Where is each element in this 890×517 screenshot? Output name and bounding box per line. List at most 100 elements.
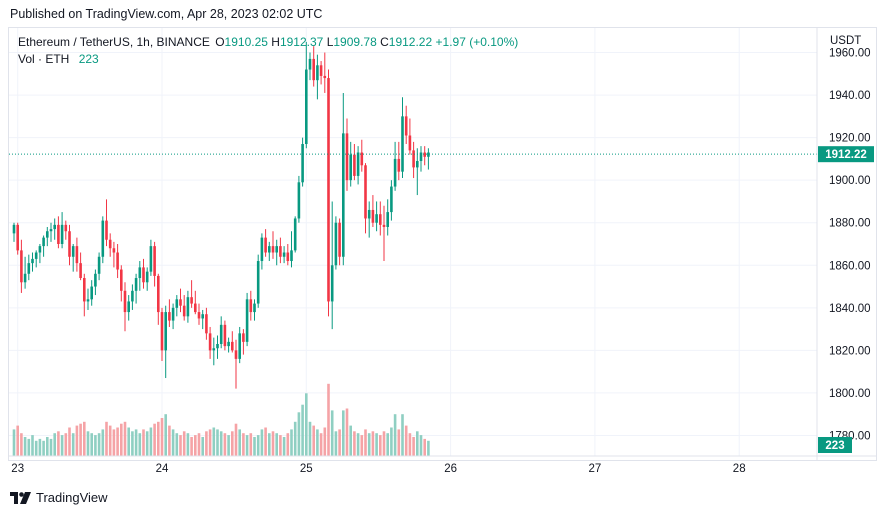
candle-body <box>271 246 275 253</box>
open-label: O <box>215 35 225 49</box>
candle-body <box>286 252 290 262</box>
candle-body <box>134 278 138 291</box>
candle-body <box>182 305 186 317</box>
candle-body <box>264 237 267 253</box>
candle-body <box>46 231 49 238</box>
candle-body <box>334 222 338 266</box>
volume-bar <box>356 433 360 456</box>
candle-body <box>323 75 327 79</box>
candles <box>12 41 430 389</box>
change-value: +1.97 (+0.10%) <box>435 35 519 49</box>
last-price-badge <box>818 146 874 163</box>
candle-body <box>23 273 27 283</box>
candle-body <box>205 314 208 334</box>
volume-bar <box>27 438 31 456</box>
volume-bar <box>168 425 171 456</box>
volume-bar <box>297 412 301 456</box>
volume-bar <box>364 429 367 456</box>
candle-body <box>404 116 408 136</box>
price-tick-label: 1920.00 <box>829 133 871 145</box>
tradingview-logo[interactable]: TradingView <box>10 490 108 505</box>
volume-bar <box>157 421 160 456</box>
candle-body <box>308 58 312 70</box>
candle-body <box>249 299 253 313</box>
candle-body <box>301 144 304 183</box>
volume-bar <box>397 429 401 456</box>
price-tick-label: 1800.00 <box>829 388 871 400</box>
volume-bar <box>238 429 241 456</box>
candle-body <box>253 303 256 313</box>
volume-bar <box>323 427 327 456</box>
volume-bar <box>31 435 34 456</box>
candle-body <box>60 224 64 244</box>
volume-bar <box>38 438 42 456</box>
volume-bar <box>34 440 38 456</box>
candle-body <box>219 324 223 344</box>
volume-bar <box>316 429 319 456</box>
time-tick-label: 26 <box>444 463 457 475</box>
volume-bar <box>286 433 290 456</box>
volume-bar <box>20 433 23 456</box>
candle-body <box>194 303 197 313</box>
volume-bar <box>231 431 234 456</box>
candle-body <box>419 152 423 162</box>
volume-bar <box>342 410 345 456</box>
time-tick-label: 24 <box>156 463 169 475</box>
volume-bar <box>345 408 349 456</box>
candle-body <box>234 350 238 359</box>
volume-bar <box>97 433 101 456</box>
candle-body <box>242 333 245 342</box>
candle-body <box>171 307 175 321</box>
volume-bar <box>153 423 156 456</box>
candle-body <box>279 246 282 257</box>
open-value: 1910.25 <box>224 35 268 49</box>
volume-bar <box>264 427 267 456</box>
low-label: L <box>326 35 334 49</box>
volume-bars <box>12 383 430 456</box>
volume-bar <box>253 437 256 456</box>
close-label: C <box>380 35 389 49</box>
volume-bar <box>349 425 352 456</box>
candle-body <box>83 278 86 302</box>
candle-body <box>145 271 149 283</box>
time-tick-label: 23 <box>11 463 24 475</box>
candle-body <box>179 299 182 306</box>
candle-body <box>68 231 71 257</box>
time-tick-label: 25 <box>300 463 313 475</box>
candle-body <box>297 182 301 219</box>
price-tick-label: 1900.00 <box>829 175 871 187</box>
volume-bar <box>245 435 249 456</box>
price-tick-label: 1860.00 <box>829 260 871 272</box>
volume-bar <box>319 433 323 456</box>
time-tick-label: 27 <box>589 463 602 475</box>
candle-body <box>386 212 389 227</box>
candle-body <box>245 299 249 342</box>
volume-bar <box>12 429 16 456</box>
candle-body <box>293 218 297 251</box>
volume-bar <box>390 427 393 456</box>
candle-body <box>94 273 97 287</box>
candle-body <box>216 343 219 349</box>
candle-body <box>408 135 412 151</box>
volume-bar <box>68 427 71 456</box>
candle-body <box>197 312 201 319</box>
candle-body <box>53 224 56 230</box>
volume-bar <box>190 437 193 456</box>
close-value: 1912.22 <box>388 35 433 49</box>
candle-body <box>16 224 19 251</box>
volume-bar <box>116 427 119 456</box>
candle-body <box>75 246 79 264</box>
volume-bar <box>408 433 412 456</box>
candle-body <box>256 261 260 304</box>
volume-bar <box>412 437 415 456</box>
volume-bar <box>330 410 334 456</box>
candle-body <box>38 246 42 253</box>
candle-body <box>382 224 386 227</box>
candle-body <box>79 263 82 279</box>
candle-body <box>97 256 101 274</box>
volume-bar <box>108 425 112 456</box>
volume-bar <box>60 435 64 456</box>
candle-body <box>282 252 286 257</box>
chart-pane[interactable] <box>8 27 877 461</box>
